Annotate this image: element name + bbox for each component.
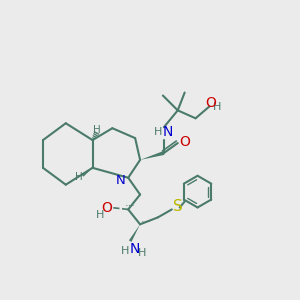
Text: N: N — [116, 174, 125, 187]
Text: S: S — [173, 199, 183, 214]
Text: H: H — [154, 127, 162, 137]
Text: ···: ··· — [141, 217, 152, 227]
Text: ···: ··· — [125, 202, 136, 212]
Polygon shape — [129, 224, 140, 242]
Text: H: H — [75, 172, 83, 182]
Text: O: O — [101, 202, 112, 215]
Text: H: H — [121, 246, 129, 256]
Text: O: O — [179, 135, 190, 149]
Text: H: H — [93, 125, 101, 135]
Text: H: H — [213, 102, 222, 112]
Text: H: H — [138, 248, 146, 258]
Text: N: N — [163, 125, 173, 139]
Text: O: O — [205, 96, 216, 110]
Text: N: N — [130, 242, 140, 256]
Text: H: H — [96, 210, 105, 220]
Polygon shape — [140, 151, 164, 160]
Polygon shape — [82, 168, 92, 177]
